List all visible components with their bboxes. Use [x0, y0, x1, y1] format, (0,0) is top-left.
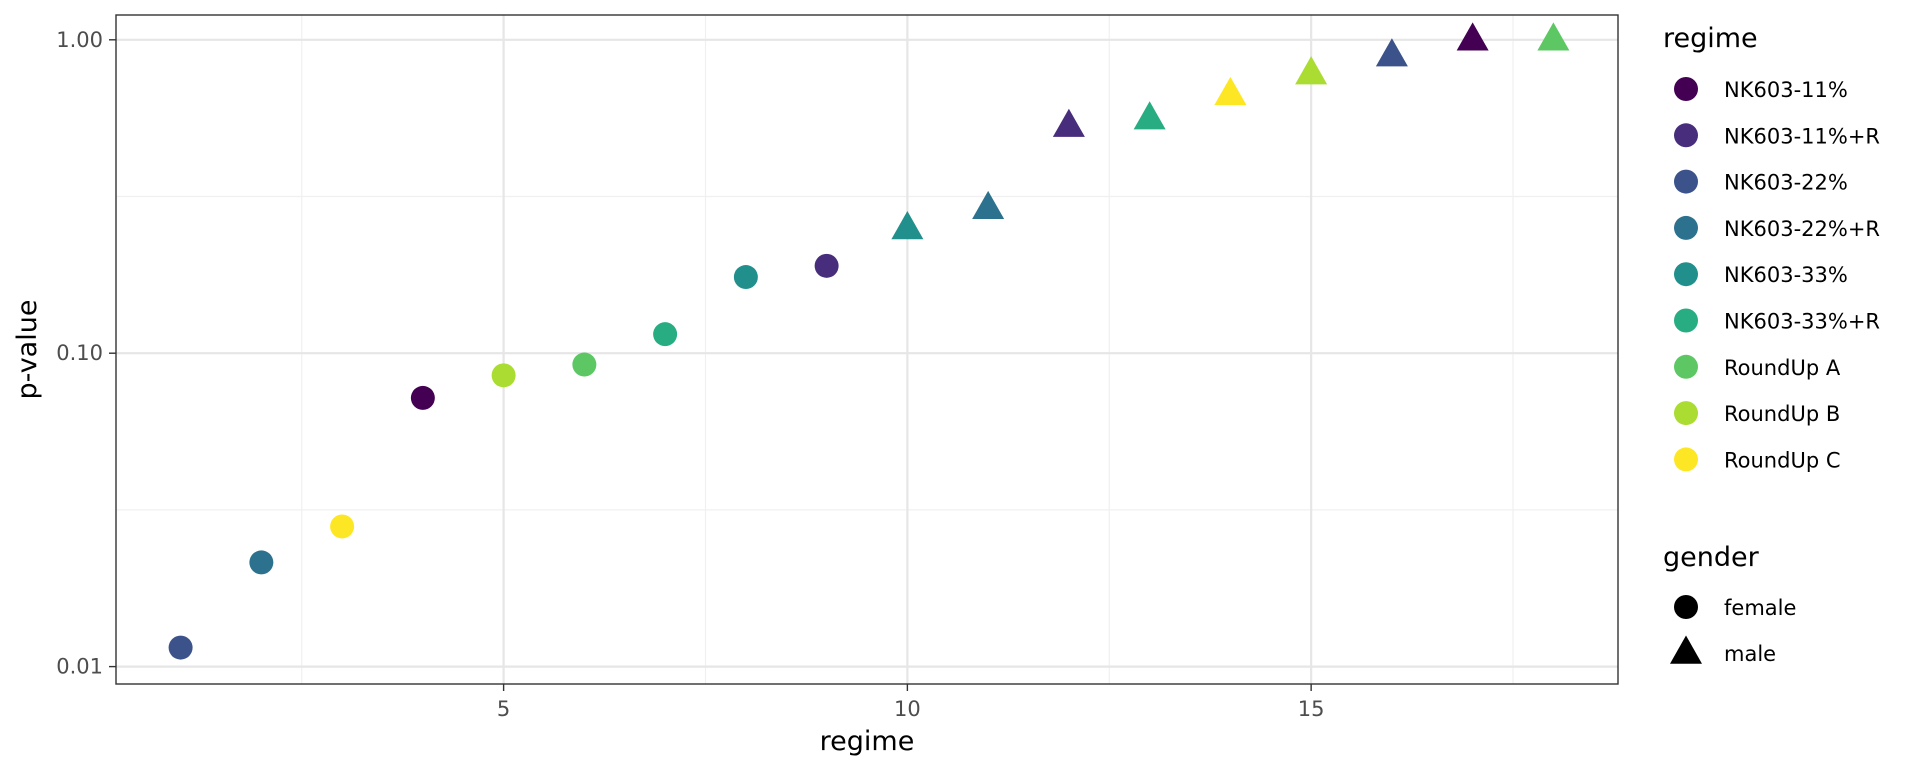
legend-regime-title: regime — [1663, 23, 1758, 54]
x-tick-label: 15 — [1298, 697, 1325, 721]
legend-regime-key — [1674, 169, 1698, 194]
legend-gender-key-circle — [1674, 595, 1698, 619]
point-male — [891, 211, 924, 240]
point-female — [491, 363, 516, 388]
legend-regime-key — [1674, 308, 1698, 333]
y-tick-label: 0.01 — [56, 655, 103, 679]
y-tick-label: 1.00 — [56, 28, 103, 52]
point-male — [972, 190, 1005, 219]
grid-lines — [116, 15, 1618, 684]
legend-regime-label: NK603-22% — [1724, 171, 1848, 195]
plot-panel — [116, 15, 1618, 684]
point-male — [1133, 101, 1166, 130]
legend-regime-label: NK603-11%+R — [1724, 124, 1880, 148]
point-female — [653, 322, 678, 347]
legend-regime-key — [1674, 447, 1698, 472]
legend-gender-key-triangle — [1670, 635, 1702, 664]
point-male — [1214, 76, 1247, 106]
y-axis-title: p-value — [12, 300, 43, 400]
legend-gender-title: gender — [1663, 542, 1760, 573]
legend-regime-label: NK603-33%+R — [1724, 310, 1880, 334]
legend: regime NK603-11%NK603-11%+RNK603-22%NK60… — [1663, 23, 1880, 666]
legend-regime-key — [1674, 77, 1698, 101]
legend-gender-label: female — [1724, 596, 1796, 620]
legend-regime-label: RoundUp A — [1724, 356, 1841, 380]
point-male — [1295, 56, 1328, 85]
legend-regime-label: NK603-33% — [1724, 263, 1848, 287]
point-female — [249, 550, 274, 575]
point-female — [168, 635, 193, 660]
plot-border — [115, 14, 1619, 685]
legend-regime-key — [1674, 215, 1698, 240]
legend-regime-entries: NK603-11% NK603-11%+R NK603-22% NK603-22%+R… — [1674, 77, 1880, 472]
point-male — [1052, 108, 1085, 137]
point-female — [330, 514, 355, 539]
legend-regime-label: NK603-22%+R — [1724, 217, 1880, 241]
point-female — [733, 265, 758, 290]
point-male — [1375, 38, 1408, 67]
point-female — [410, 385, 435, 410]
point-male — [1456, 22, 1489, 51]
y-tick-label: 0.10 — [56, 341, 103, 365]
legend-gender-label: male — [1724, 642, 1776, 666]
x-tick-label: 10 — [894, 697, 921, 721]
legend-regime-label: RoundUp C — [1724, 448, 1840, 472]
point-female — [814, 253, 839, 278]
data-points — [168, 22, 1570, 660]
axes: 5 10 15 0.01 0.10 1.00 — [56, 28, 1324, 721]
legend-regime-label: NK603-11% — [1724, 78, 1848, 102]
legend-regime-key — [1674, 401, 1698, 426]
legend-regime-label: RoundUp B — [1724, 402, 1840, 426]
legend-regime-key — [1674, 123, 1698, 148]
x-tick-label: 5 — [497, 697, 510, 721]
legend-regime-key — [1674, 354, 1698, 379]
x-axis-title: regime — [820, 726, 915, 757]
legend-gender-entries: female male — [1670, 595, 1796, 666]
legend-regime-key — [1674, 262, 1698, 287]
point-male — [1537, 22, 1570, 51]
point-female — [572, 352, 597, 377]
